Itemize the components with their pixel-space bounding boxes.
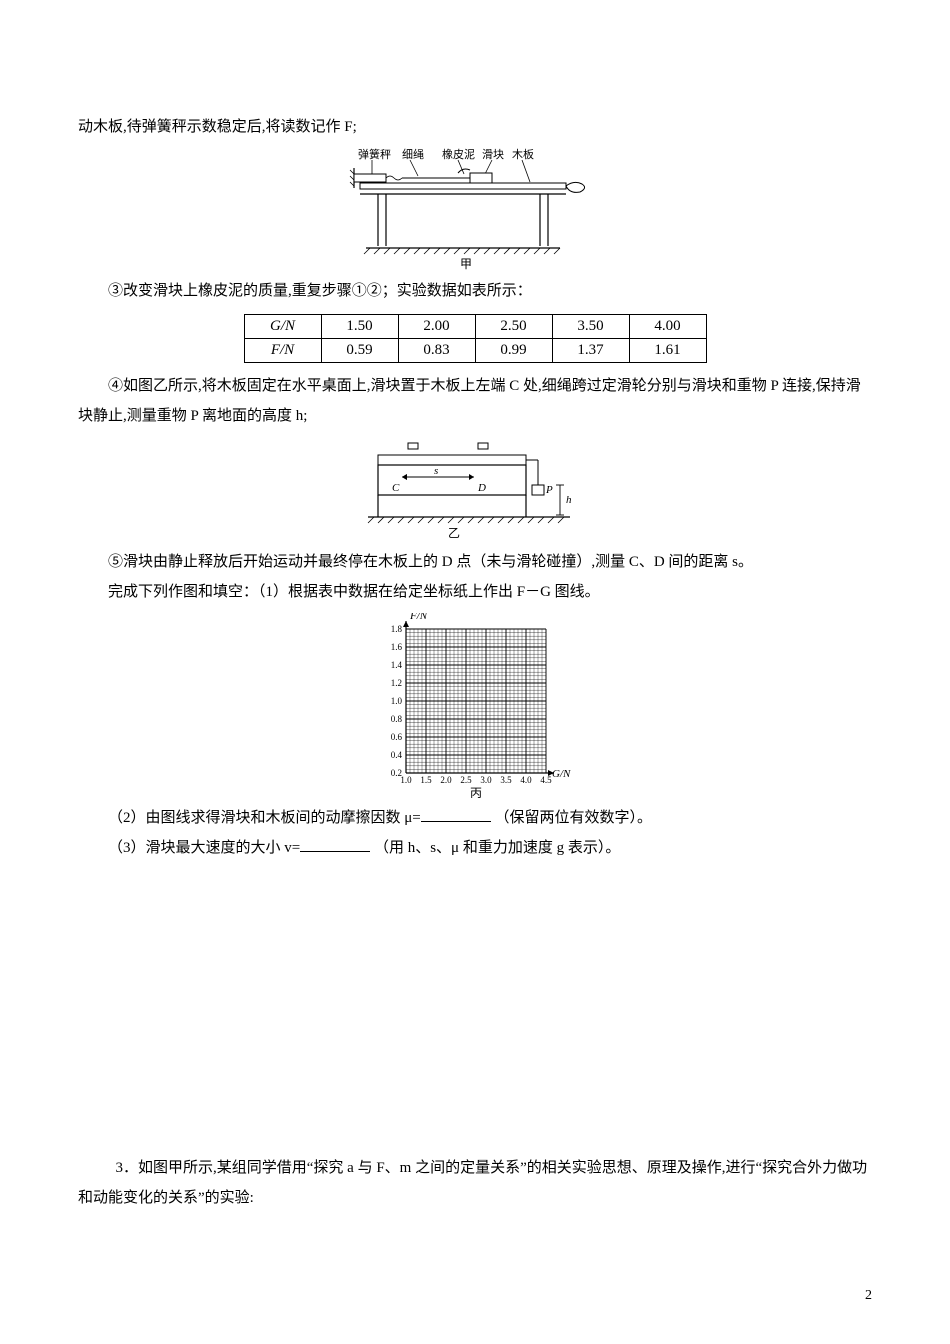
blank-mu[interactable]: [421, 806, 491, 822]
svg-text:2.0: 2.0: [440, 775, 452, 785]
task-intro-text: 完成下列作图和填空：（1）根据表中数据在给定坐标纸上作出 F－G 图线。: [108, 584, 600, 600]
svg-text:1.6: 1.6: [391, 642, 403, 652]
label-s: s: [434, 465, 438, 477]
svg-text:0.2: 0.2: [391, 768, 402, 778]
figure-bing: 1.0 1.5 2.0 2.5 3.0 3.5 4.0 4.5 0.2 0.4 0.6 0.8 1.0 1…: [370, 613, 580, 803]
label-C: C: [392, 482, 400, 494]
svg-text:G/N: G/N: [552, 768, 571, 780]
step5-text: ⑤滑块由静止释放后开始运动并最终停在木板上的 D 点（未与滑轮碰撞）,测量 C、…: [108, 554, 753, 570]
table-row: F/N 0.59 0.83 0.99 1.37 1.61: [244, 339, 706, 363]
svg-text:1.8: 1.8: [391, 624, 403, 634]
q2-text-b: （保留两位有效数字）。: [495, 810, 653, 826]
row1-label: G/N: [270, 318, 295, 334]
svg-text:0.6: 0.6: [391, 732, 403, 742]
label-block: 滑块: [482, 148, 504, 161]
svg-text:1.2: 1.2: [391, 678, 402, 688]
svg-text:0.4: 0.4: [391, 750, 403, 760]
cell: 0.99: [475, 339, 552, 363]
label-P: P: [545, 484, 553, 496]
figure-jia: 弹簧秤 细绳 橡皮泥 滑块 木板: [330, 146, 620, 276]
cell: 0.83: [398, 339, 475, 363]
line-top: 动木板,待弹簧秤示数稳定后,将读数记作 F;: [78, 112, 872, 142]
blank-v[interactable]: [300, 836, 370, 852]
step5: ⑤滑块由静止释放后开始运动并最终停在木板上的 D 点（未与滑轮碰撞）,测量 C、…: [78, 547, 872, 577]
svg-text:1.5: 1.5: [420, 775, 432, 785]
cell: 1.61: [629, 339, 706, 363]
cell: 3.50: [552, 315, 629, 339]
cell: 2.50: [475, 315, 552, 339]
svg-text:3.0: 3.0: [480, 775, 492, 785]
fig-yi-caption: 乙: [448, 526, 460, 540]
cell: 2.00: [398, 315, 475, 339]
q-next-text: 3．如图甲所示,某组同学借用“探究 a 与 F、m 之间的定量关系”的相关实验思…: [78, 1160, 867, 1206]
cell: 0.59: [321, 339, 398, 363]
step3-text: ③改变滑块上橡皮泥的质量,重复步骤①②；实验数据如表所示：: [108, 283, 532, 299]
q3: （3）滑块最大速度的大小 v= （用 h、s、μ 和重力加速度 g 表示）。: [78, 833, 872, 863]
label-D: D: [477, 482, 486, 494]
table-row: G/N 1.50 2.00 2.50 3.50 4.00: [244, 315, 706, 339]
step4-text: ④如图乙所示,将木板固定在水平桌面上,滑块置于木板上左端 C 处,细绳跨过定滑轮…: [78, 378, 861, 424]
label-spring: 弹簧秤: [358, 147, 391, 161]
figure-yi: s C D P h: [360, 437, 590, 547]
cell: 1.37: [552, 339, 629, 363]
task-intro: 完成下列作图和填空：（1）根据表中数据在给定坐标纸上作出 F－G 图线。: [78, 577, 872, 607]
data-table: G/N 1.50 2.00 2.50 3.50 4.00 F/N 0.59 0.…: [244, 314, 707, 363]
svg-text:2.5: 2.5: [460, 775, 472, 785]
cell: 1.50: [321, 315, 398, 339]
svg-text:4.0: 4.0: [520, 775, 532, 785]
q2: （2）由图线求得滑块和木板间的动摩擦因数 μ= （保留两位有效数字）。: [78, 803, 872, 833]
svg-text:1.4: 1.4: [391, 660, 403, 670]
label-clay: 橡皮泥: [442, 148, 475, 161]
cell: 4.00: [629, 315, 706, 339]
row2-label: F/N: [271, 342, 294, 358]
label-string: 细绳: [402, 147, 424, 161]
label-h: h: [566, 494, 572, 506]
svg-text:3.5: 3.5: [500, 775, 512, 785]
fig-jia-caption: 甲: [460, 257, 472, 271]
q3-text-b: （用 h、s、μ 和重力加速度 g 表示）。: [374, 840, 620, 856]
line-top-text: 动木板,待弹簧秤示数稳定后,将读数记作 F;: [78, 119, 357, 135]
svg-text:丙: 丙: [470, 786, 482, 800]
step4: ④如图乙所示,将木板固定在水平桌面上,滑块置于木板上左端 C 处,细绳跨过定滑轮…: [78, 371, 872, 431]
q2-text-a: （2）由图线求得滑块和木板间的动摩擦因数 μ=: [108, 810, 421, 826]
svg-text:1.0: 1.0: [400, 775, 412, 785]
svg-text:1.0: 1.0: [391, 696, 403, 706]
step3: ③改变滑块上橡皮泥的质量,重复步骤①②；实验数据如表所示：: [78, 276, 872, 306]
svg-text:4.5: 4.5: [540, 775, 552, 785]
q3-text-a: （3）滑块最大速度的大小 v=: [108, 840, 300, 856]
page-number: 2: [865, 1288, 872, 1304]
label-board: 木板: [512, 147, 534, 161]
svg-text:F/N: F/N: [409, 613, 428, 622]
svg-text:0.8: 0.8: [391, 714, 403, 724]
q-next: 3．如图甲所示,某组同学借用“探究 a 与 F、m 之间的定量关系”的相关实验思…: [78, 1153, 872, 1213]
